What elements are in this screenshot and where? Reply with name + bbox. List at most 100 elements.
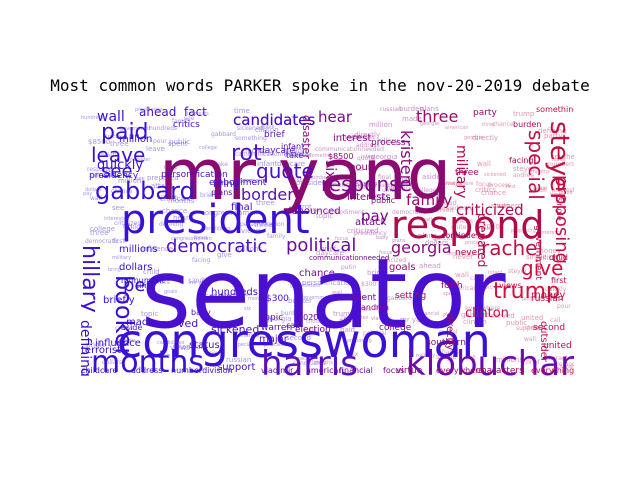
word-cloud-word: quote (256, 159, 314, 183)
word-cloud-filler-word: $8500 (88, 138, 110, 146)
word-cloud-filler-word: candidates (205, 292, 244, 300)
word-cloud-word: $300 (266, 294, 289, 304)
word-cloud-filler-word: government (120, 126, 151, 132)
word-cloud-filler-word: something (309, 153, 335, 159)
word-cloud-word: support (217, 362, 255, 373)
word-cloud-word: facing (509, 156, 534, 165)
word-cloud-filler-word: candidates (293, 360, 326, 367)
word-cloud-filler-word: never (453, 253, 473, 261)
word-cloud-filler-word: warren (233, 292, 250, 298)
word-cloud-filler-word: response (87, 166, 115, 173)
word-cloud-word: clinton (465, 306, 509, 321)
word-cloud-filler-word: steyer (494, 203, 511, 209)
word-cloud-filler-word: leave (356, 184, 373, 191)
word-cloud-word: gabbard (95, 177, 195, 205)
word-cloud-word: ahead (139, 105, 176, 119)
word-cloud-word: klobuchar (406, 344, 574, 376)
word-cloud-filler-word: candidates (157, 340, 185, 346)
word-cloud-word: prepared (475, 213, 489, 267)
word-cloud-filler-word: views (354, 306, 371, 313)
word-cloud-filler-word: 2020 (201, 277, 216, 284)
word-cloud-filler-word: burden (399, 105, 424, 113)
word-cloud-filler-word: infant (361, 154, 376, 160)
word-cloud-filler-word: personification (302, 279, 354, 287)
word-cloud-word: hundreds (211, 287, 258, 298)
word-cloud-filler-word: status (356, 180, 378, 188)
word-cloud-filler-word: wall (524, 336, 536, 343)
word-cloud-filler-word: time (550, 192, 561, 198)
word-cloud: public warren financial single spent defining… (81, 105, 574, 376)
word-cloud-filler-word: congresswoman (171, 236, 212, 242)
word-cloud-filler-word: six (209, 350, 218, 357)
word-cloud-word: fact (184, 105, 207, 119)
word-cloud-word: childcare (81, 366, 117, 375)
word-cloud-filler-word: military (536, 254, 563, 262)
word-cloud-word: congresswoman (117, 314, 491, 368)
word-cloud-filler-word: major (446, 180, 464, 187)
word-cloud-word: chance (299, 268, 335, 279)
word-cloud-filler-word: presidency (135, 107, 162, 113)
word-cloud-word: sickened (211, 323, 259, 336)
word-cloud-word: status (189, 340, 220, 351)
word-cloud-filler-word: plans (339, 317, 358, 325)
word-cloud-word: forth (441, 281, 463, 291)
word-cloud-filler-word: aside (422, 173, 441, 181)
word-cloud-filler-word: call (481, 226, 490, 232)
word-cloud-filler-word: hillary (377, 137, 399, 145)
word-cloud-word: party (473, 108, 497, 118)
word-cloud-filler-word: process (352, 134, 375, 141)
word-cloud-word: final (231, 202, 253, 213)
word-cloud-word: response (321, 172, 412, 196)
word-cloud-word: spent (351, 293, 377, 303)
word-cloud-filler-word: clinton (255, 126, 279, 134)
word-cloud-word: major (259, 334, 289, 345)
word-cloud-word: continue (441, 231, 476, 240)
word-cloud-filler-word: booker (288, 297, 312, 305)
word-cloud-filler-word: million (118, 177, 141, 185)
word-cloud-filler-word: embodiment (326, 181, 371, 189)
word-cloud-filler-word: government (302, 295, 333, 301)
word-cloud-filler-word: leave (261, 124, 275, 130)
word-cloud-filler-word: plans (443, 312, 457, 318)
word-cloud-filler-word: georgia (371, 153, 397, 161)
word-cloud-word: something (536, 105, 574, 114)
word-cloud-filler-word: infant (257, 160, 278, 168)
word-cloud-filler-word: give (217, 251, 232, 259)
word-cloud-word: pour (349, 162, 373, 173)
word-cloud-word: $8500 (328, 152, 353, 161)
word-cloud-word: baby (191, 308, 211, 317)
word-cloud-filler-word: communicationneeded (315, 146, 384, 153)
word-cloud-filler-word: public (506, 319, 527, 327)
word-cloud-word: brief (264, 130, 285, 140)
word-cloud-word: booker (110, 275, 138, 357)
word-cloud-word: first (551, 276, 567, 285)
word-cloud-filler-word: mr yang (400, 316, 429, 324)
word-cloud-filler-word: goals (201, 295, 220, 303)
word-cloud-filler-word: money (248, 296, 265, 302)
word-cloud-filler-word: plans (392, 238, 406, 244)
word-cloud-filler-word: rot (302, 203, 312, 211)
word-cloud-word: vladimir (261, 366, 294, 375)
word-cloud-word: presidency (89, 171, 139, 181)
word-cloud-filler-word: ahead (435, 199, 457, 207)
word-cloud-filler-word: proposing (347, 338, 372, 344)
word-cloud-word: never (455, 248, 481, 258)
word-cloud-word: public (371, 196, 395, 205)
word-cloud-filler-word: democratic (555, 361, 574, 368)
word-cloud-word: rachel (481, 236, 543, 260)
word-cloud-filler-word: six (244, 306, 251, 312)
word-cloud-word: trump (493, 279, 560, 304)
word-cloud-word: focus (383, 366, 404, 375)
word-cloud-word: monument (121, 276, 165, 285)
word-cloud-filler-word: public (169, 138, 190, 146)
word-cloud-filler-word: call (550, 317, 561, 324)
word-cloud-filler-word: terrorist (91, 172, 116, 179)
word-cloud-filler-word: terrorist (239, 177, 267, 185)
word-cloud-filler-word: numberdivision (548, 161, 574, 168)
word-cloud-word: disaster (300, 115, 313, 159)
word-cloud-filler-word: senator (560, 364, 574, 370)
word-cloud-word: criticized (456, 201, 524, 219)
word-cloud-word: respond (391, 203, 545, 247)
word-cloud-word: interests (347, 192, 391, 203)
word-cloud-filler-word: gabbard (378, 183, 399, 189)
